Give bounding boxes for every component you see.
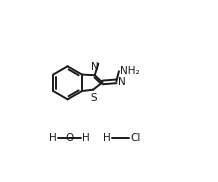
- Text: S: S: [90, 93, 97, 103]
- Text: NH₂: NH₂: [120, 66, 140, 76]
- Text: N: N: [91, 62, 99, 72]
- Text: H: H: [49, 133, 57, 143]
- Text: Cl: Cl: [130, 133, 140, 143]
- Text: N: N: [118, 78, 126, 87]
- Text: O: O: [66, 133, 74, 143]
- Text: H: H: [103, 133, 110, 143]
- Text: H: H: [82, 133, 90, 143]
